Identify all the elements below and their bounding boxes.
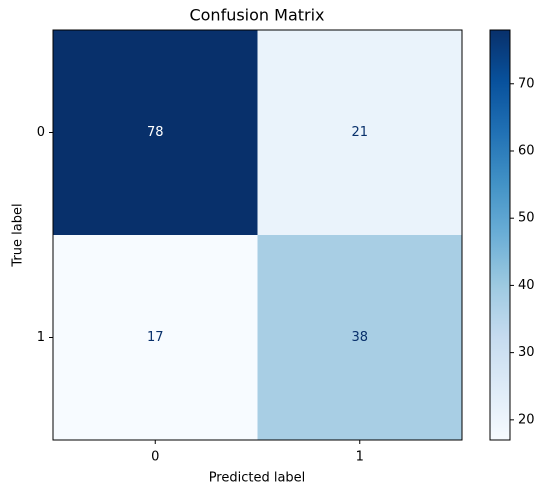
cell [257,30,463,236]
y-axis-label: True label [11,203,26,267]
plot-frame [52,29,463,441]
cell [53,30,258,236]
colorbar [489,29,511,441]
colorbar-tick-label: 50 [518,211,535,226]
colorbar-tick-label: 40 [518,278,535,293]
cell-label: 17 [147,330,164,345]
x-tick-label: 0 [151,450,159,465]
cell [257,235,463,441]
colorbar-tick-label: 20 [518,412,535,427]
colorbar-tick-label: 60 [518,143,535,158]
colorbar-tick-label: 70 [518,76,535,91]
chart-title: Confusion Matrix [189,6,324,25]
cell-label: 38 [351,330,368,345]
y-tick-label: 0 [37,125,45,140]
x-axis-label: Predicted label [209,471,306,486]
colorbar-tick-label: 30 [518,345,535,360]
y-tick-label: 1 [37,330,45,345]
cell-label: 78 [147,125,164,140]
cell [53,235,258,441]
cell-label: 21 [351,125,368,140]
x-tick-label: 1 [356,450,364,465]
